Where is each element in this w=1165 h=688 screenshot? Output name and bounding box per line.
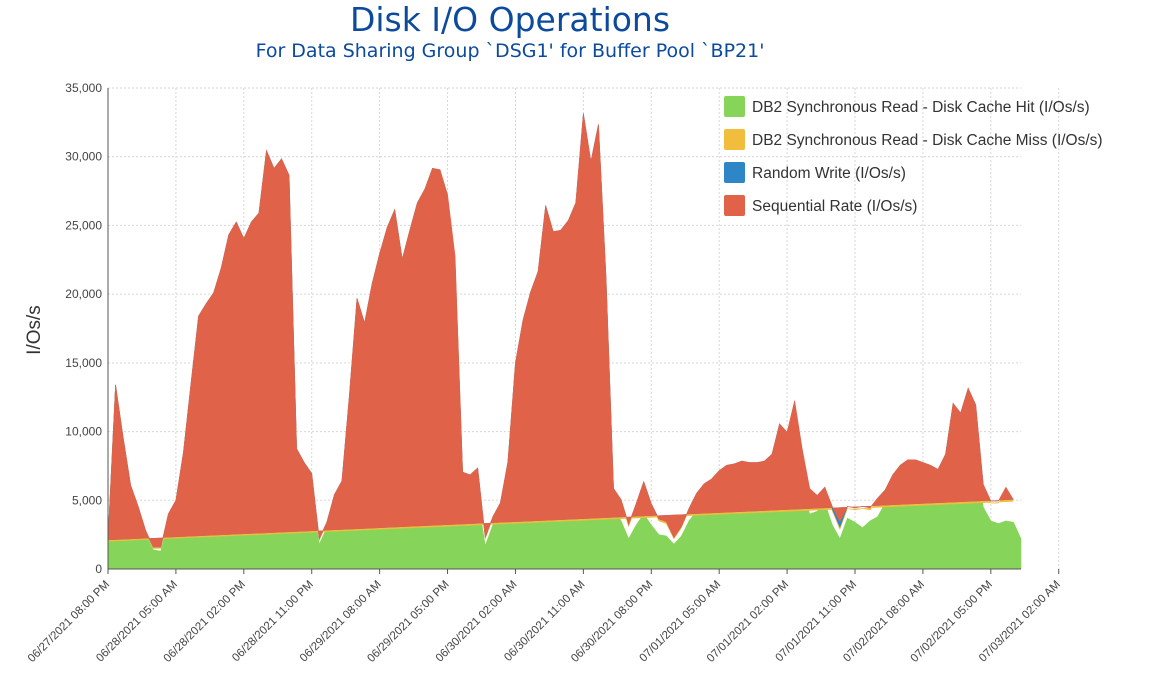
chart-subtitle: For Data Sharing Group `DSG1' for Buffer…	[255, 40, 765, 62]
legend-swatch	[724, 129, 745, 150]
y-tick-label: 20,000	[65, 287, 102, 301]
legend-entry: Random Write (I/Os/s)	[752, 165, 906, 182]
legend-entry: DB2 Synchronous Read - Disk Cache Miss (…	[752, 132, 1103, 149]
y-tick-label: 0	[95, 562, 102, 576]
legend-entry: Sequential Rate (I/Os/s)	[752, 198, 917, 215]
y-tick-label: 35,000	[65, 81, 102, 95]
y-tick-label: 10,000	[65, 425, 102, 439]
area-series-4	[107, 113, 1014, 548]
y-tick-label: 25,000	[65, 218, 102, 232]
legend-entry: DB2 Synchronous Read - Disk Cache Hit (I…	[752, 99, 1090, 116]
legend-swatch	[724, 162, 745, 183]
legend: DB2 Synchronous Read - Disk Cache Hit (I…	[724, 96, 1103, 216]
legend-swatch	[724, 195, 745, 216]
chart-title: Disk I/O Operations	[349, 0, 671, 39]
y-tick-label: 5,000	[72, 493, 102, 507]
y-tick-label: 30,000	[65, 150, 102, 164]
legend-swatch	[724, 96, 745, 117]
y-axis-label: I/Os/s	[24, 305, 45, 355]
y-tick-label: 15,000	[65, 356, 102, 370]
